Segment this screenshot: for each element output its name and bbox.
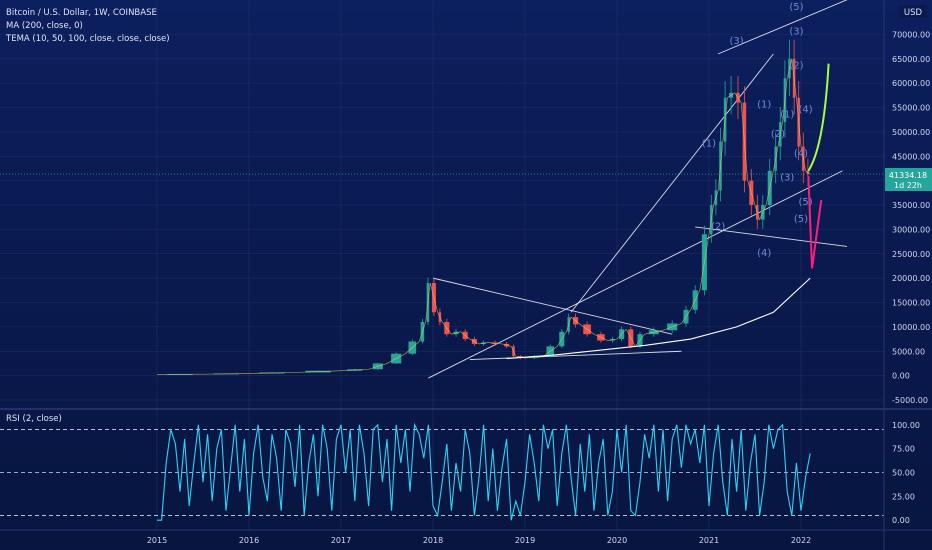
price-axis-tick-label: 45000.00 [892, 152, 930, 161]
wave-label: (5) [794, 214, 808, 225]
rsi-axis-tick-label: 50.00 [892, 469, 915, 478]
price-axis-tick-label: 5000.00 [892, 347, 925, 356]
time-axis-tick-label: 2016 [239, 536, 259, 545]
price-axis-tick-label: 35000.00 [892, 201, 930, 210]
price-axis-tick-label: 30000.00 [892, 225, 930, 234]
last-price-value: 41334.18 [889, 171, 927, 180]
price-axis-tick-label: 10000.00 [892, 323, 930, 332]
bearish-arrow [807, 175, 823, 269]
rsi-axis-tick-label: 100.00 [892, 421, 920, 430]
rsi-axis-tick-label: 75.00 [892, 445, 915, 454]
wave-label: (4) [799, 104, 813, 115]
wave-label: (2) [711, 221, 725, 232]
price-axis-tick-label: 70000.00 [892, 30, 930, 39]
ma-line [506, 277, 811, 360]
wave-label: (1) [780, 109, 794, 120]
wave-label: (3) [780, 173, 794, 184]
wave-label: (1) [702, 139, 716, 150]
wave-label: (4) [794, 148, 808, 159]
rsi-axis-tick-label: 25.00 [892, 492, 915, 501]
forecast-arrows [807, 63, 830, 269]
price-axis-tick-label: 65000.00 [892, 55, 930, 64]
grid [0, 0, 884, 530]
time-axis-tick-label: 2020 [607, 536, 627, 545]
wave-label: (5) [799, 197, 813, 208]
price-axis-tick-label: 55000.00 [892, 104, 930, 113]
currency-badge[interactable] [899, 5, 927, 18]
time-axis-tick-label: 2022 [791, 536, 811, 545]
price-axis-tick-label: 0.00 [892, 372, 910, 381]
rsi-panel [0, 422, 884, 521]
rsi-line [157, 422, 811, 521]
time-axis-tick-label: 2017 [331, 536, 351, 545]
tema-line [156, 58, 811, 375]
last-price-badge[interactable] [885, 168, 932, 191]
price-series [0, 39, 884, 375]
rsi-legend[interactable]: RSI (2, close) [6, 414, 62, 424]
rsi-axis-tick-label: 0.00 [892, 516, 910, 525]
time-axis-tick-label: 2021 [699, 536, 719, 545]
tema-legend[interactable]: TEMA (10, 50, 100, close, close, close) [5, 34, 170, 44]
wave-label: (1) [757, 100, 771, 111]
price-axis-tick-label: 25000.00 [892, 250, 930, 259]
wave-label: (3) [730, 36, 744, 47]
price-axis-tick-label: 15000.00 [892, 299, 930, 308]
wave-label: (2) [789, 61, 803, 72]
bullish-arrow [807, 63, 830, 172]
currency-label: USD [904, 8, 923, 18]
price-axis-tick-label: -5000.00 [892, 396, 928, 405]
time-axis-tick-label: 2015 [147, 536, 167, 545]
wave-label: (2) [771, 129, 785, 140]
chart-title: Bitcoin / U.S. Dollar, 1W, COINBASE [6, 8, 157, 18]
time-axis-tick-label: 2019 [515, 536, 535, 545]
price-axis-tick-label: 20000.00 [892, 274, 930, 283]
wave-label: (3) [789, 26, 803, 37]
price-axis-tick-label: 60000.00 [892, 79, 930, 88]
last-price-countdown: 1d 22h [894, 181, 922, 190]
price-axis-tick-label: 50000.00 [892, 128, 930, 137]
trendline[interactable] [695, 226, 848, 247]
wave-label: (5) [789, 2, 803, 13]
wave-annotations: (1) (2) (3) (4) (5) (1) (2) (3) (4) (5) (1) (2) (3) (… [702, 2, 813, 259]
trendline[interactable] [469, 350, 682, 360]
time-axis-tick-label: 2018 [423, 536, 443, 545]
trendline[interactable] [432, 277, 673, 335]
wave-label: (4) [757, 248, 771, 259]
trendline[interactable] [718, 0, 851, 55]
axes: -5000.00 0.00 5000.00 10000.00 15000.00 20000… [147, 30, 930, 545]
ma-legend[interactable]: MA (200, close, 0) [6, 21, 83, 31]
